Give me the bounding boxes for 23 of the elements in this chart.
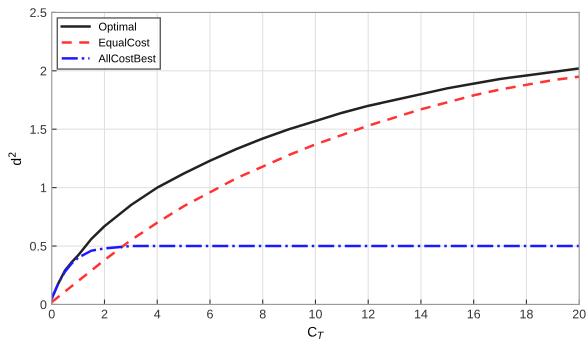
- x-tick-label: 0: [48, 310, 55, 318]
- x-axis-title: C$_{T}$: [308, 326, 324, 339]
- y-tick-label: 1: [40, 184, 46, 192]
- y-tick-label: 2.5: [30, 8, 46, 18]
- x-tick-label: 6: [207, 310, 213, 318]
- y-tick-label: 0.5: [30, 242, 46, 251]
- x-tick-label: 4: [154, 310, 160, 318]
- line-series: [52, 244, 580, 300]
- y-tick-label: 1.5: [30, 125, 46, 134]
- x-tick-label: 10: [309, 310, 322, 318]
- y-tick-label: 2: [40, 66, 46, 76]
- x-tick-label: 20: [572, 310, 586, 318]
- x-tick-label: 2: [102, 310, 108, 318]
- legend-label: AllCostBest: [98, 54, 156, 62]
- x-tick-label: 18: [520, 310, 533, 318]
- y-axis-title: d$^{2}$: [8, 152, 22, 166]
- y-tick-label: 0: [40, 300, 46, 310]
- x-tick-label: 14: [414, 310, 428, 318]
- x-tick-label: 8: [260, 310, 266, 318]
- x-tick-label: 12: [362, 310, 375, 318]
- legend-label: EqualCost: [99, 38, 150, 49]
- x-tick-label: 16: [468, 310, 480, 318]
- legend-label: Optimal: [98, 22, 136, 33]
